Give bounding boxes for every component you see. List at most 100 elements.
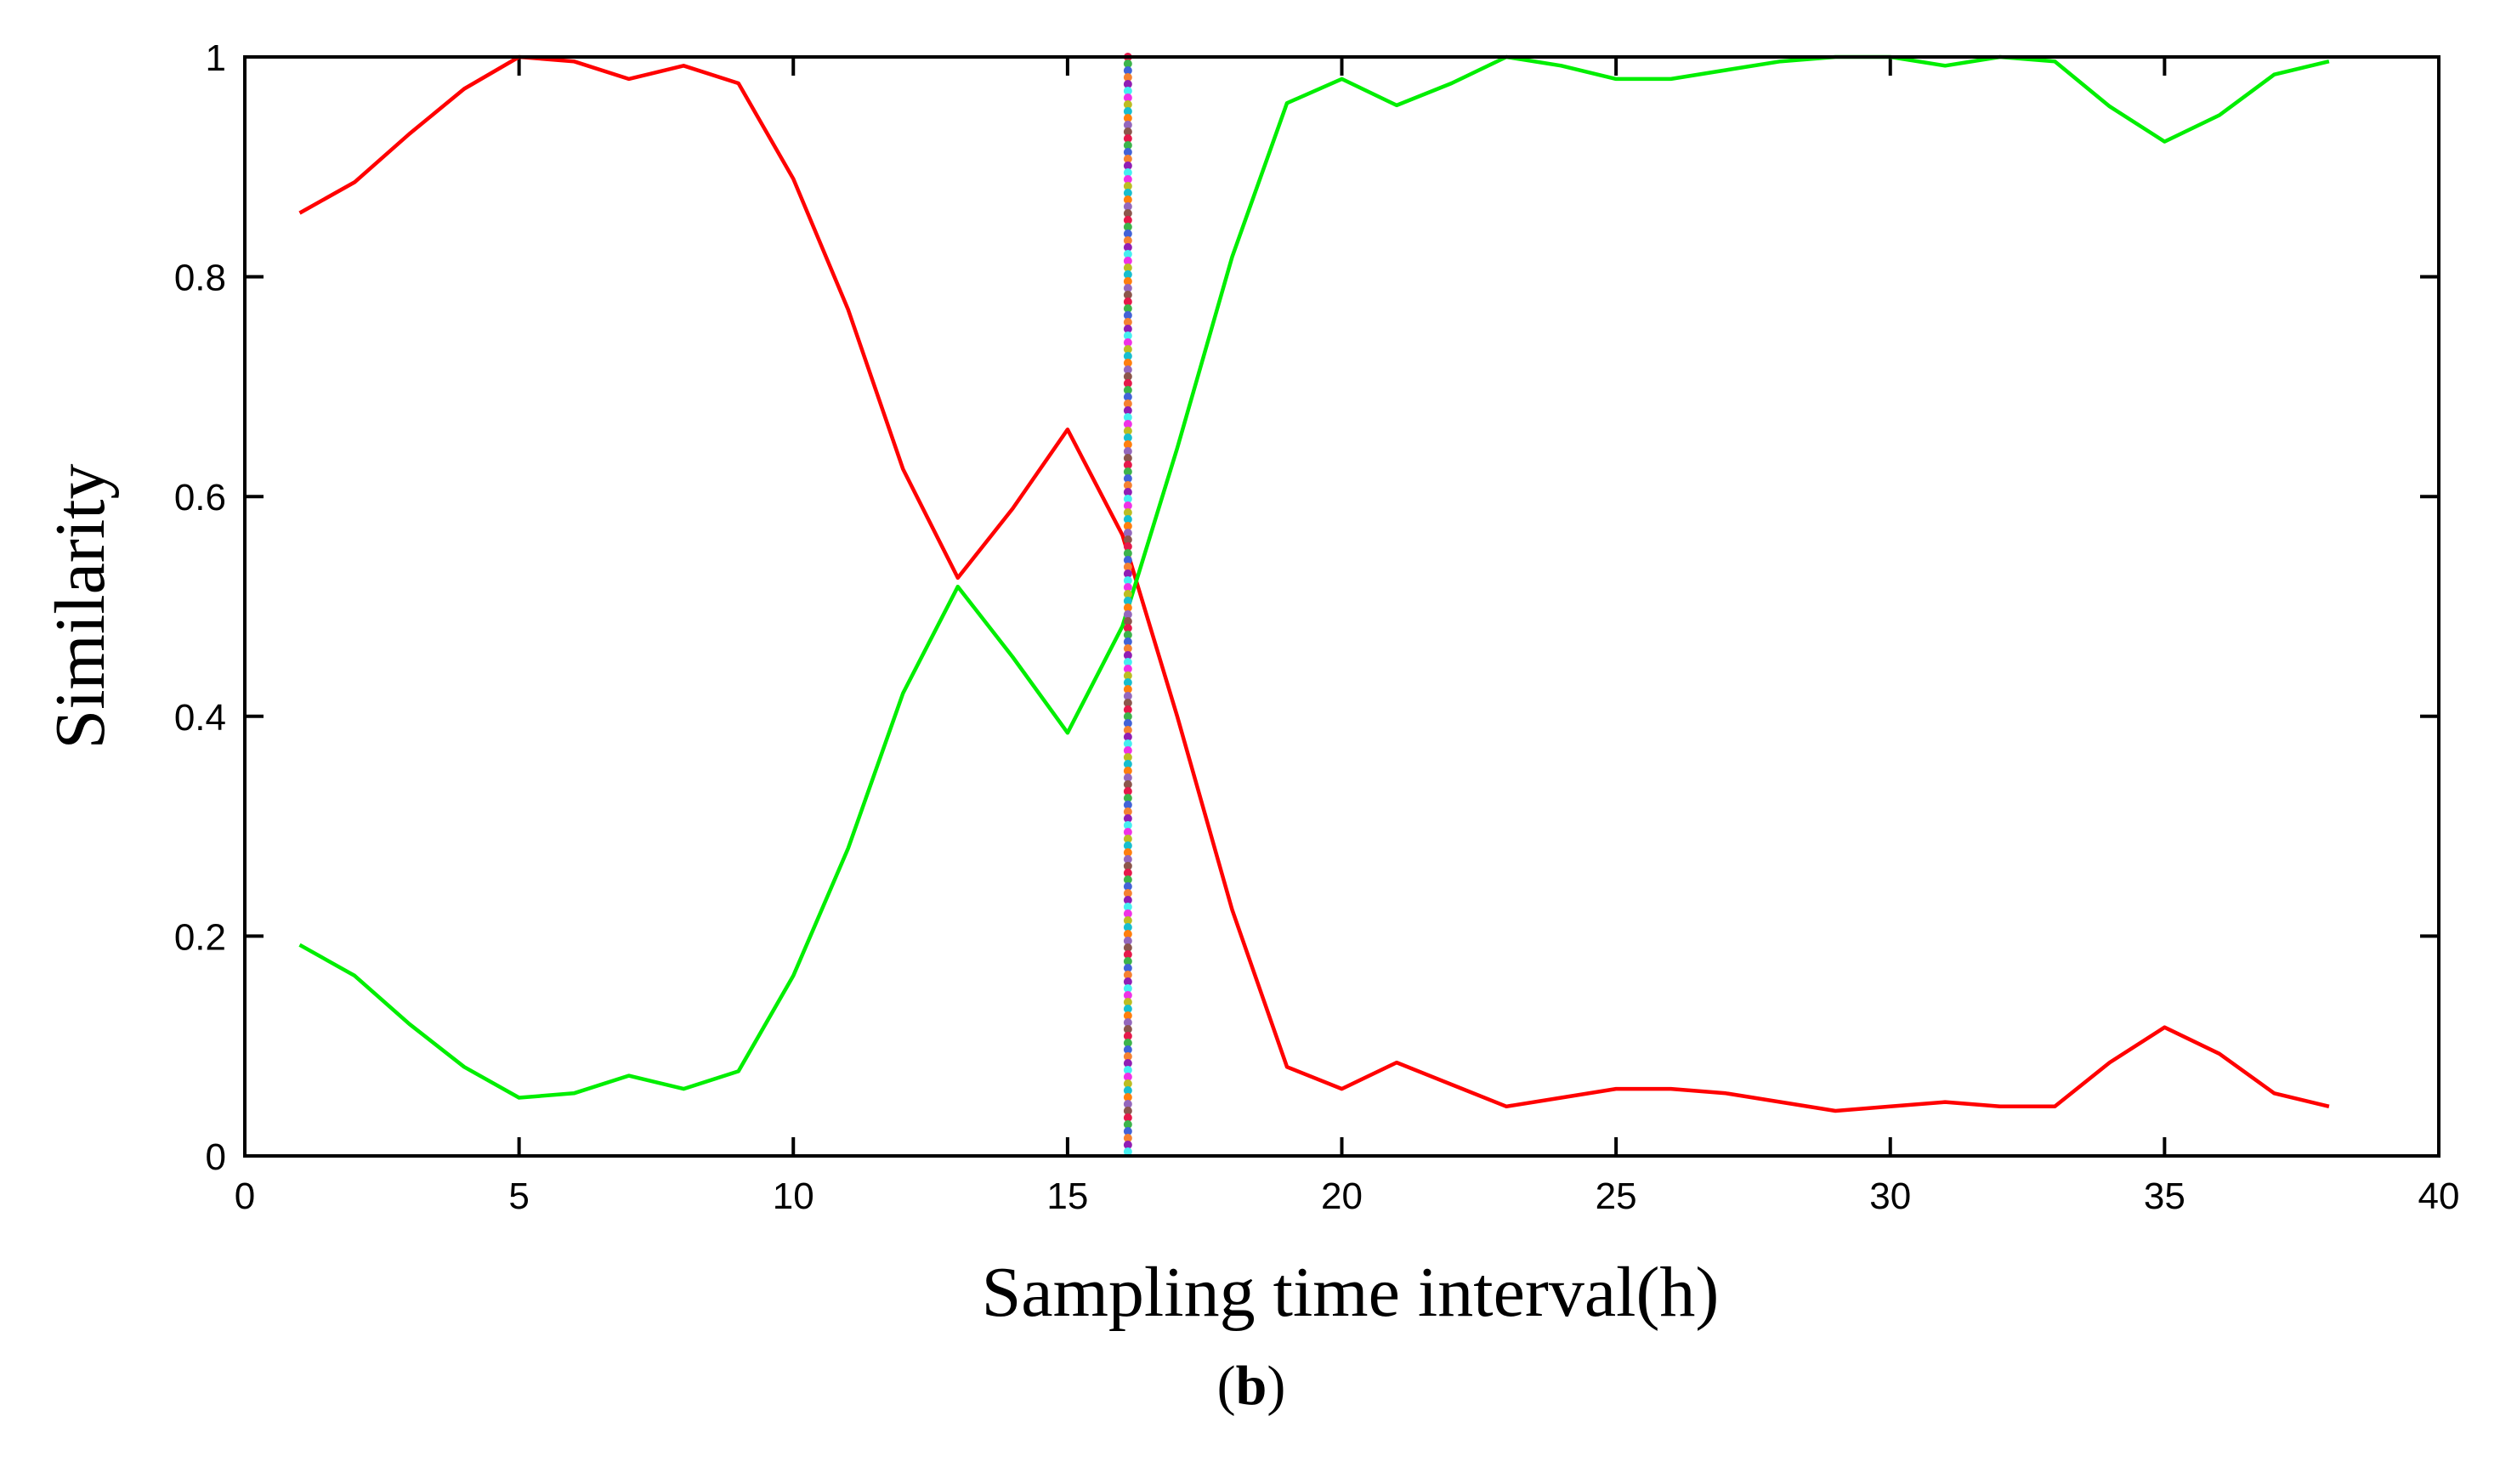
marker-dot [1123,597,1132,605]
marker-dot [1123,950,1132,959]
axes: 0 5 10 15 20 25 30 35 40 0 0.2 0.4 0.6 0.8 1 [174,37,2460,1217]
marker-dot [1123,957,1132,966]
marker-dot [1123,352,1132,360]
marker-dot [1123,1045,1132,1054]
marker-dot [1123,821,1132,830]
marker-dot [1123,73,1132,82]
x-tick-label: 20 [1321,1175,1363,1217]
marker-dot [1123,427,1132,435]
marker-dot [1123,270,1132,279]
x-tick-label: 0 [235,1175,255,1217]
marker-dot [1123,794,1132,802]
vertical-marker [1123,53,1132,1156]
marker-dot [1123,569,1132,578]
marker-dot [1123,195,1132,204]
marker-dot [1123,1011,1132,1020]
marker-dot [1123,93,1132,102]
marker-dot [1123,984,1132,993]
marker-dot [1123,773,1132,782]
y-axis-title: Similarity [41,464,120,750]
marker-dot [1123,882,1132,891]
marker-dot [1123,454,1132,462]
series-layer [298,54,2330,1113]
x-tick-label: 5 [508,1175,529,1217]
marker-dot [1123,685,1132,694]
marker-dot [1123,386,1132,394]
marker-dot [1123,875,1132,884]
marker-dot [1123,168,1132,177]
marker-dot [1123,719,1132,728]
marker-dot [1123,583,1132,592]
marker-dot [1123,814,1132,823]
marker-dot [1123,399,1132,408]
y-tick-label: 0.2 [174,916,226,958]
marker-dot [1123,155,1132,163]
marker-dot [1123,1039,1132,1047]
marker-dot [1123,556,1132,564]
marker-dot [1123,393,1132,401]
marker-dot [1123,542,1132,551]
marker-dot [1123,739,1132,748]
y-tick-label: 0.8 [174,258,226,299]
marker-dot [1123,236,1132,245]
figure-caption: (b) [1217,1355,1286,1417]
marker-dot [1123,243,1132,252]
marker-dot [1123,175,1132,184]
marker-dot [1123,916,1132,925]
marker-dot [1123,87,1132,95]
marker-dot [1123,447,1132,456]
marker-dot [1123,488,1132,496]
marker-dot [1123,991,1132,1000]
x-tick-label: 15 [1046,1175,1088,1217]
marker-dot [1123,420,1132,428]
marker-dot [1123,338,1132,347]
marker-dot [1123,760,1132,768]
marker-dot [1123,644,1132,653]
marker-dot [1123,318,1132,326]
marker-dot [1123,522,1132,530]
marker-dot [1123,189,1132,197]
marker-dot [1123,413,1132,422]
marker-dot [1123,889,1132,898]
marker-dot [1123,590,1132,598]
series-line-red [298,54,2330,1113]
marker-dot [1123,372,1132,381]
marker-dot [1123,535,1132,544]
marker-dot [1123,549,1132,558]
marker-dot [1123,930,1132,938]
marker-dot [1123,1147,1132,1156]
y-tick-label: 1 [206,37,226,79]
marker-dot [1123,529,1132,537]
marker-dot [1123,576,1132,585]
marker-dot [1123,467,1132,476]
x-tick-label: 10 [773,1175,814,1217]
marker-dot [1123,603,1132,612]
marker-dot [1123,1086,1132,1095]
marker-dot [1123,746,1132,755]
marker-dot [1123,297,1132,306]
marker-dot [1123,896,1132,904]
marker-dot [1123,114,1132,122]
marker-dot [1123,753,1132,762]
marker-dot [1123,699,1132,707]
marker-dot [1123,1066,1132,1074]
marker-dot [1123,202,1132,211]
labels: Sampling time interval(h) Similarity (b) [41,464,1719,1418]
marker-dot [1123,359,1132,367]
marker-dot [1123,1018,1132,1027]
marker-dot [1123,780,1132,789]
x-tick-label: 30 [1869,1175,1911,1217]
marker-dot [1123,304,1132,313]
marker-dot [1123,277,1132,286]
marker-dot [1123,1141,1132,1149]
marker-dot [1123,284,1132,292]
marker-dot [1123,943,1132,952]
marker-dot [1123,787,1132,796]
marker-dot [1123,964,1132,972]
marker-dot [1123,107,1132,116]
marker-dot [1123,59,1132,68]
marker-dot [1123,508,1132,517]
marker-dot [1123,291,1132,299]
marker-dot [1123,481,1132,490]
